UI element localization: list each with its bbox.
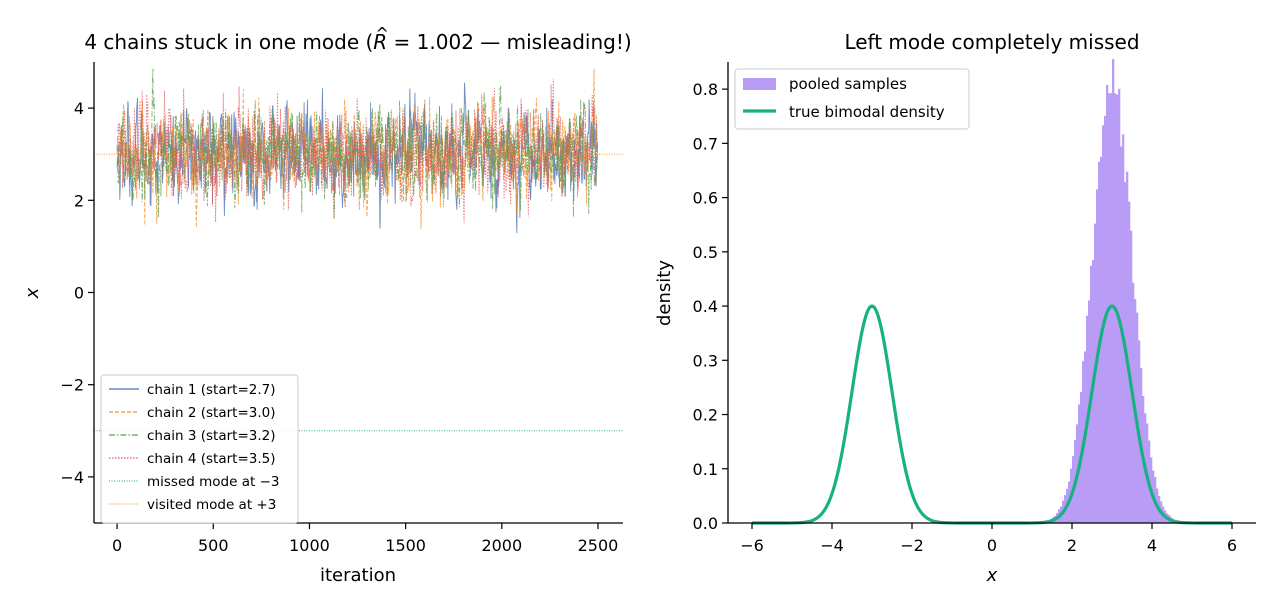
- density-legend: pooled samples true bimodal density: [734, 68, 970, 130]
- x-tick-label: −4: [820, 536, 844, 555]
- y-tick-label: 0.8: [693, 80, 718, 99]
- legend-entry-label: visited mode at +3: [147, 497, 276, 513]
- histogram-bar: [1116, 94, 1119, 524]
- trace-lines: [116, 68, 599, 234]
- y-tick-label: −2: [60, 376, 84, 395]
- legend-entry-label: missed mode at −3: [147, 474, 279, 490]
- true-density-curve: [752, 304, 1232, 525]
- x-tick-label: 1500: [385, 536, 426, 555]
- x-tick-label: 2: [1067, 536, 1077, 555]
- histogram-bar: [1106, 85, 1109, 524]
- trace-legend: chain 1 (start=2.7) chain 2 (start=3.0) ch…: [100, 374, 299, 524]
- y-tick-label: 2: [74, 191, 84, 210]
- y-axis-label-right: density: [654, 260, 675, 326]
- trace-line-chain-3: [116, 68, 599, 219]
- legend-entry-label: true bimodal density: [789, 103, 945, 121]
- histogram-bars: [1042, 59, 1183, 524]
- density-plot-title: Left mode completely missed: [844, 30, 1139, 54]
- y-axis-ticks-right: 0.0 0.1 0.2 0.3 0.4 0.5 0.6 0.7 0.8: [693, 80, 728, 533]
- legend-swatch-histogram: [743, 78, 776, 90]
- y-tick-label: 4: [74, 99, 84, 118]
- y-tick-label: −4: [60, 468, 84, 487]
- rhat-hat-accent: ^: [376, 24, 389, 43]
- legend-box: [100, 374, 299, 524]
- trace-line-chain-4: [116, 78, 599, 224]
- histogram-bar: [1128, 201, 1131, 524]
- x-tick-label: 2500: [578, 536, 619, 555]
- legend-entry-label: chain 3 (start=3.2): [147, 428, 276, 444]
- x-tick-label: −2: [900, 536, 924, 555]
- x-axis-ticks-right: −6 −4 −2 0 2 4 6: [740, 523, 1237, 555]
- x-tick-label: 1000: [289, 536, 330, 555]
- x-tick-label: 4: [1147, 536, 1157, 555]
- x-axis-ticks: 0 500 1000 1500 2000 2500: [112, 523, 618, 555]
- legend-entry-label: chain 2 (start=3.0): [147, 405, 276, 421]
- histogram-bar: [1112, 59, 1115, 524]
- legend-entry-label: chain 4 (start=3.5): [147, 451, 276, 467]
- y-tick-label: 0.2: [693, 406, 718, 425]
- y-tick-label: 0.0: [693, 514, 718, 533]
- density-panel: Left mode completely missed −6 −4 −2 0 2 4 6 0…: [654, 30, 1256, 586]
- y-tick-label: 0.5: [693, 243, 718, 262]
- y-tick-label: 0.1: [693, 460, 718, 479]
- x-tick-label: 500: [198, 536, 229, 555]
- y-tick-label: 0.6: [693, 189, 718, 208]
- x-tick-label: −6: [740, 536, 764, 555]
- x-axis-label-right: x: [986, 565, 998, 586]
- x-tick-label: 0: [112, 536, 122, 555]
- x-tick-label: 2000: [481, 536, 522, 555]
- histogram-bar: [1126, 171, 1129, 523]
- trace-plot-panel: 4 chains stuck in one mode (R = 1.002 — …: [22, 24, 632, 586]
- histogram-bar: [1118, 88, 1121, 524]
- legend-entry-label: pooled samples: [789, 75, 907, 93]
- histogram-bar: [1122, 134, 1125, 523]
- y-axis-ticks: 4 2 0 −2 −4: [60, 99, 94, 487]
- x-tick-label: 6: [1227, 536, 1237, 555]
- trace-plot-title: 4 chains stuck in one mode (R = 1.002 — …: [84, 30, 631, 54]
- y-tick-label: 0.3: [693, 351, 718, 370]
- y-axis-label: x: [22, 287, 43, 299]
- x-axis-label: iteration: [320, 565, 396, 586]
- y-tick-label: 0.4: [693, 297, 718, 316]
- y-tick-label: 0: [74, 284, 84, 303]
- x-tick-label: 0: [987, 536, 997, 555]
- y-tick-label: 0.7: [693, 134, 718, 153]
- legend-entry-label: chain 1 (start=2.7): [147, 382, 276, 398]
- legend-box: [734, 68, 970, 130]
